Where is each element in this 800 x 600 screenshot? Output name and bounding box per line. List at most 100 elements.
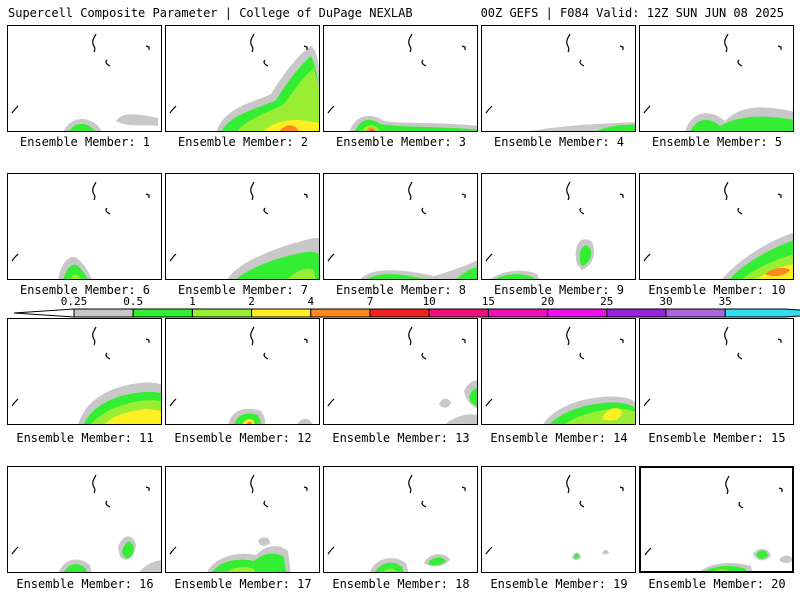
coastline-outline [145,193,150,198]
header-left-title: Supercell Composite Parameter | College … [8,6,413,20]
coastline-outline [169,398,177,407]
ensemble-member-label: Ensemble Member: 10 [648,283,786,297]
colorbar-bin [428,308,489,318]
colorbar-tick-label: 25 [600,295,614,308]
coastline-outline [619,45,624,50]
member-map [327,33,477,131]
coastline-outline [579,500,585,508]
coastline-outline [485,398,493,407]
coastline-outline [11,398,19,407]
member-map [327,326,477,424]
coastline-outline [566,326,571,346]
coastline-outline [11,253,19,262]
ensemble-member-label: Ensemble Member: 11 [16,431,154,445]
coastline-outline [579,59,585,67]
ensemble-member-label: Ensemble Member: 13 [332,431,470,445]
coastline-outline [421,207,427,215]
coastline-outline [725,475,730,495]
colorbar-tick-label: 4 [307,295,315,308]
ensemble-member-label: Ensemble Member: 19 [490,577,628,591]
ensemble-member-panel [323,466,478,573]
coastline-outline [169,105,177,114]
scp-contour-fill [383,568,398,572]
scp-contour-fill [116,114,158,126]
coastline-outline [724,181,729,201]
coastline-outline [643,398,651,407]
scp-contour-fill [690,116,793,131]
scp-contour-fill [779,555,792,563]
member-map [11,181,150,279]
member-map [643,326,782,407]
member-map [169,326,313,424]
ensemble-member-panel [639,318,794,425]
coastline-outline [11,546,19,555]
header-right-title: 00Z GEFS | F084 Valid: 12Z SUN JUN 08 20… [480,6,784,20]
colorbar-bin [487,308,549,318]
coastline-outline [105,352,111,360]
coastline-outline [408,33,413,53]
colorbar-bin [724,308,800,318]
scp-contour-fill [226,566,256,572]
colorbar-tick-label: 2 [248,295,255,308]
member-map [485,474,624,560]
coastline-outline [421,500,427,508]
coastline-outline [327,253,335,262]
coastline-outline [619,486,624,491]
coastline-outline [92,33,97,53]
scp-contour-fill [714,569,730,571]
scp-contour-fill [297,418,313,424]
coastline-outline [724,326,729,346]
scp-contour-fill [369,130,374,131]
coastline-outline [327,546,335,555]
ensemble-member-panel [481,318,636,425]
colorbar-bin [606,308,667,318]
colorbar-bin [251,308,312,318]
ensemble-member-label: Ensemble Member: 20 [648,577,786,591]
colorbar-low-arrow [13,308,75,318]
colorbar-tick-label: 15 [481,295,496,308]
coastline-outline [461,338,466,343]
coastline-outline [777,193,782,198]
colorbar-tick-label: 20 [540,295,555,308]
colorbar-tick-label: 0.5 [123,295,144,308]
coastline-outline [303,45,308,50]
coastline-outline [263,352,269,360]
ensemble-member-label: Ensemble Member: 12 [174,431,312,445]
ensemble-member-label: Ensemble Member: 5 [651,135,783,149]
coastline-outline [724,33,729,53]
coastline-outline [461,45,466,50]
scp-contour-fill [64,564,87,572]
scp-contour-fill [446,414,477,424]
coastline-outline [737,59,743,67]
ensemble-member-label: Ensemble Member: 17 [174,577,312,591]
scp-contour-fill [234,413,261,424]
scp-contour-fill [104,409,161,424]
scp-contour-fill [212,553,286,572]
coastline-outline [778,487,783,492]
member-map [643,181,793,279]
member-map [485,33,635,131]
ensemble-member-label: Ensemble Member: 7 [177,283,309,297]
ensemble-member-label: Ensemble Member: 16 [16,577,154,591]
member-map [169,33,319,131]
member-map [11,474,161,572]
scp-contour-fill [456,267,477,279]
scp-contour-fill [139,560,161,572]
coastline-outline [145,338,150,343]
scp-contour-fill [287,268,316,279]
ensemble-member-label: Ensemble Member: 9 [493,283,625,297]
coastline-outline [263,207,269,215]
scp-contour-fill [70,274,81,279]
colorbar-bin [547,308,608,318]
scp-contour-fill [375,562,404,572]
ensemble-member-label: Ensemble Member: 6 [19,283,151,297]
coastline-outline [105,59,111,67]
colorbar-bin [665,308,726,318]
ensemble-member-panel [639,25,794,132]
colorbar-bin [73,308,134,318]
ensemble-member-panel [323,318,478,425]
colorbar-tick-label: 7 [366,295,374,308]
coastline-outline [777,45,782,50]
scp-contour-fill [246,421,252,424]
coastline-outline [250,474,255,494]
